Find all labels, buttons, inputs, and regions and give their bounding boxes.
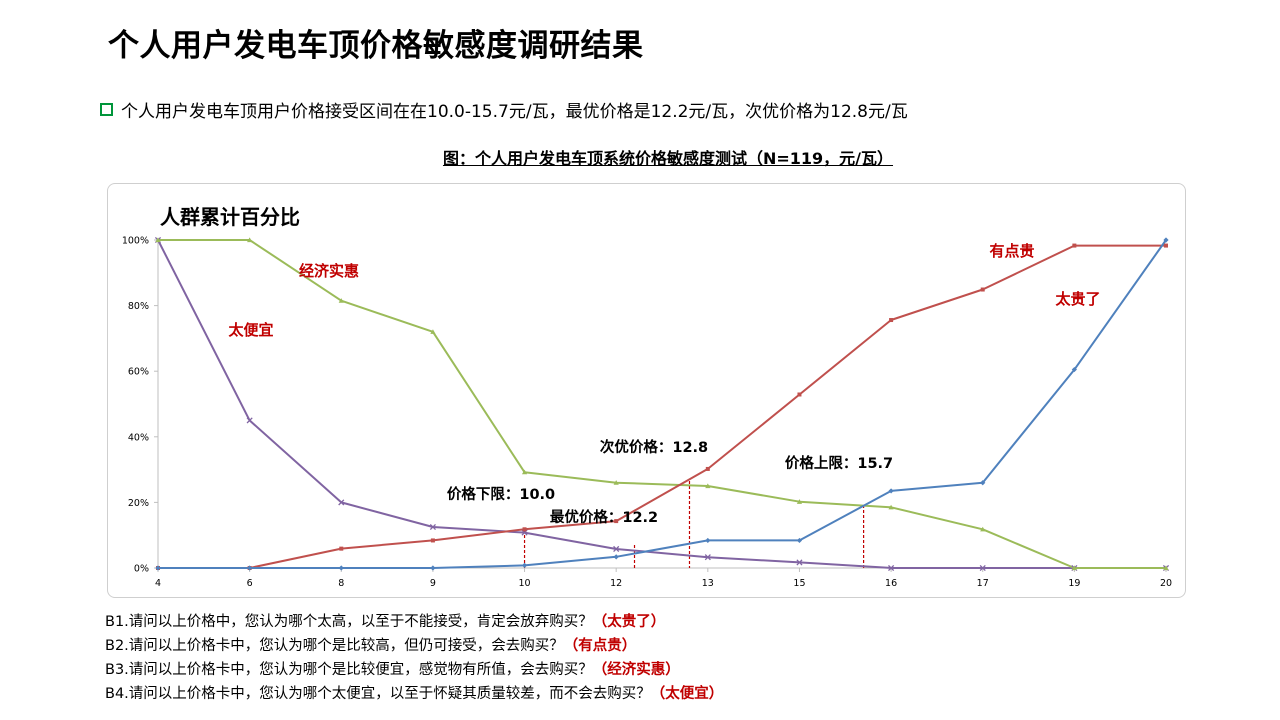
data-point — [796, 559, 803, 566]
question-item: B1.请问以上价格中，您认为哪个太高，以至于不能接受，肯定会放弃购买？（太贵了） — [105, 614, 666, 630]
x-tick-label: 20 — [1160, 578, 1172, 589]
data-point — [429, 523, 436, 531]
series-lines-layer — [157, 239, 1167, 569]
data-point — [888, 504, 894, 510]
data-point — [155, 237, 161, 243]
x-tick-label: 4 — [155, 578, 161, 589]
data-point — [338, 565, 344, 571]
series-label: 有点贵 — [989, 242, 1034, 260]
chart-text-layer: 人群累计百分比 0% 20% 40% 60% 80% 100% 4 6 8 9 10 12 13 15 16 1… — [122, 205, 1172, 589]
summary-bullet: 个人用户发电车顶用户价格接受区间在在10.0-15.7元/瓦，最优价格是12.2… — [100, 97, 908, 122]
data-point — [247, 237, 253, 243]
x-tick-label: 9 — [430, 578, 436, 589]
data-point — [614, 519, 619, 524]
annotation-label: 价格下限：10.0 — [447, 485, 555, 503]
data-point — [339, 546, 344, 551]
data-point — [888, 488, 894, 494]
x-tick-label: 17 — [977, 578, 989, 589]
x-tick-label: 8 — [338, 578, 344, 589]
series-line-3 — [158, 239, 1167, 569]
data-point — [430, 565, 436, 571]
question-item: B3.请问以上价格卡中，您认为哪个是比较便宜，感觉物有所值，会去购买？（经济实惠… — [105, 662, 680, 678]
data-point — [889, 318, 894, 323]
x-tick-label: 12 — [610, 578, 622, 589]
x-tick-label: 19 — [1068, 578, 1080, 589]
reference-lines-layer — [523, 481, 865, 568]
annotation-label: 最优价格：12.2 — [550, 508, 658, 526]
summary-text: 个人用户发电车顶用户价格接受区间在在10.0-15.7元/瓦，最优价格是12.2… — [121, 102, 908, 122]
data-point — [613, 545, 620, 553]
y-tick-label: 40% — [128, 432, 149, 443]
data-point — [797, 392, 802, 397]
series-markers-layer — [154, 236, 1170, 572]
question-list: B1.请问以上价格中，您认为哪个太高，以至于不能接受，肯定会放弃购买？（太贵了）… — [105, 610, 723, 706]
data-point — [980, 287, 985, 292]
data-point — [246, 417, 253, 424]
x-tick-label: 6 — [247, 578, 253, 589]
data-point — [979, 564, 986, 572]
figure-caption: 图：个人用户发电车顶系统价格敏感度测试（N=119，元/瓦） — [442, 149, 894, 168]
data-point — [613, 554, 619, 560]
data-point — [338, 499, 345, 506]
series-line-0 — [157, 239, 1166, 569]
annotation-label: 价格上限：15.7 — [785, 454, 893, 472]
data-point — [338, 298, 344, 303]
data-point — [796, 537, 803, 544]
x-tick-label: 16 — [885, 578, 897, 589]
data-point — [430, 329, 436, 334]
data-point — [613, 480, 619, 485]
square-bullet-icon — [100, 103, 113, 116]
data-point — [1072, 243, 1077, 248]
data-point — [1163, 237, 1169, 243]
question-item: B2.请问以上价格卡中，您认为哪个是比较高，但仍可接受，会去购买？（有点贵） — [105, 638, 637, 654]
x-tick-label: 10 — [518, 578, 530, 589]
x-tick-label: 15 — [793, 578, 805, 589]
series-label: 太贵了 — [1055, 290, 1100, 308]
data-point — [1164, 243, 1168, 248]
data-point — [796, 499, 803, 504]
question-item: B4.请问以上价格卡中，您认为哪个太便宜，以至于怀疑其质量较差，而不会去购买？（… — [105, 686, 724, 702]
series-line-2 — [158, 244, 1166, 569]
chart-title: 人群累计百分比 — [160, 205, 300, 229]
y-tick-label: 100% — [122, 236, 149, 247]
page-title: 个人用户发电车顶价格敏感度调研结果 — [108, 28, 644, 64]
data-point — [521, 562, 528, 568]
series-line-1 — [158, 239, 1166, 569]
chart-frame — [107, 183, 1186, 598]
x-tick-label: 13 — [702, 578, 714, 589]
annotation-label: 次优价格：12.8 — [600, 438, 708, 456]
y-tick-label: 60% — [128, 367, 149, 378]
data-point — [1071, 366, 1077, 373]
y-tick-label: 20% — [128, 498, 149, 509]
data-point — [155, 565, 161, 571]
data-point — [705, 483, 711, 489]
data-point — [980, 480, 986, 486]
data-point — [522, 527, 527, 532]
axes-layer — [154, 239, 1167, 572]
data-point — [705, 466, 710, 471]
y-tick-label: 80% — [128, 301, 149, 312]
data-point — [521, 469, 528, 475]
series-label: 经济实惠 — [299, 262, 359, 280]
data-point — [705, 537, 711, 544]
data-point — [980, 526, 986, 532]
data-point — [888, 564, 895, 572]
y-tick-label: 0% — [134, 564, 149, 575]
data-point — [704, 554, 711, 561]
data-point — [1163, 565, 1169, 571]
series-label: 太便宜 — [228, 321, 273, 339]
data-point — [1071, 565, 1077, 571]
data-point — [247, 565, 253, 571]
data-point — [430, 538, 435, 543]
